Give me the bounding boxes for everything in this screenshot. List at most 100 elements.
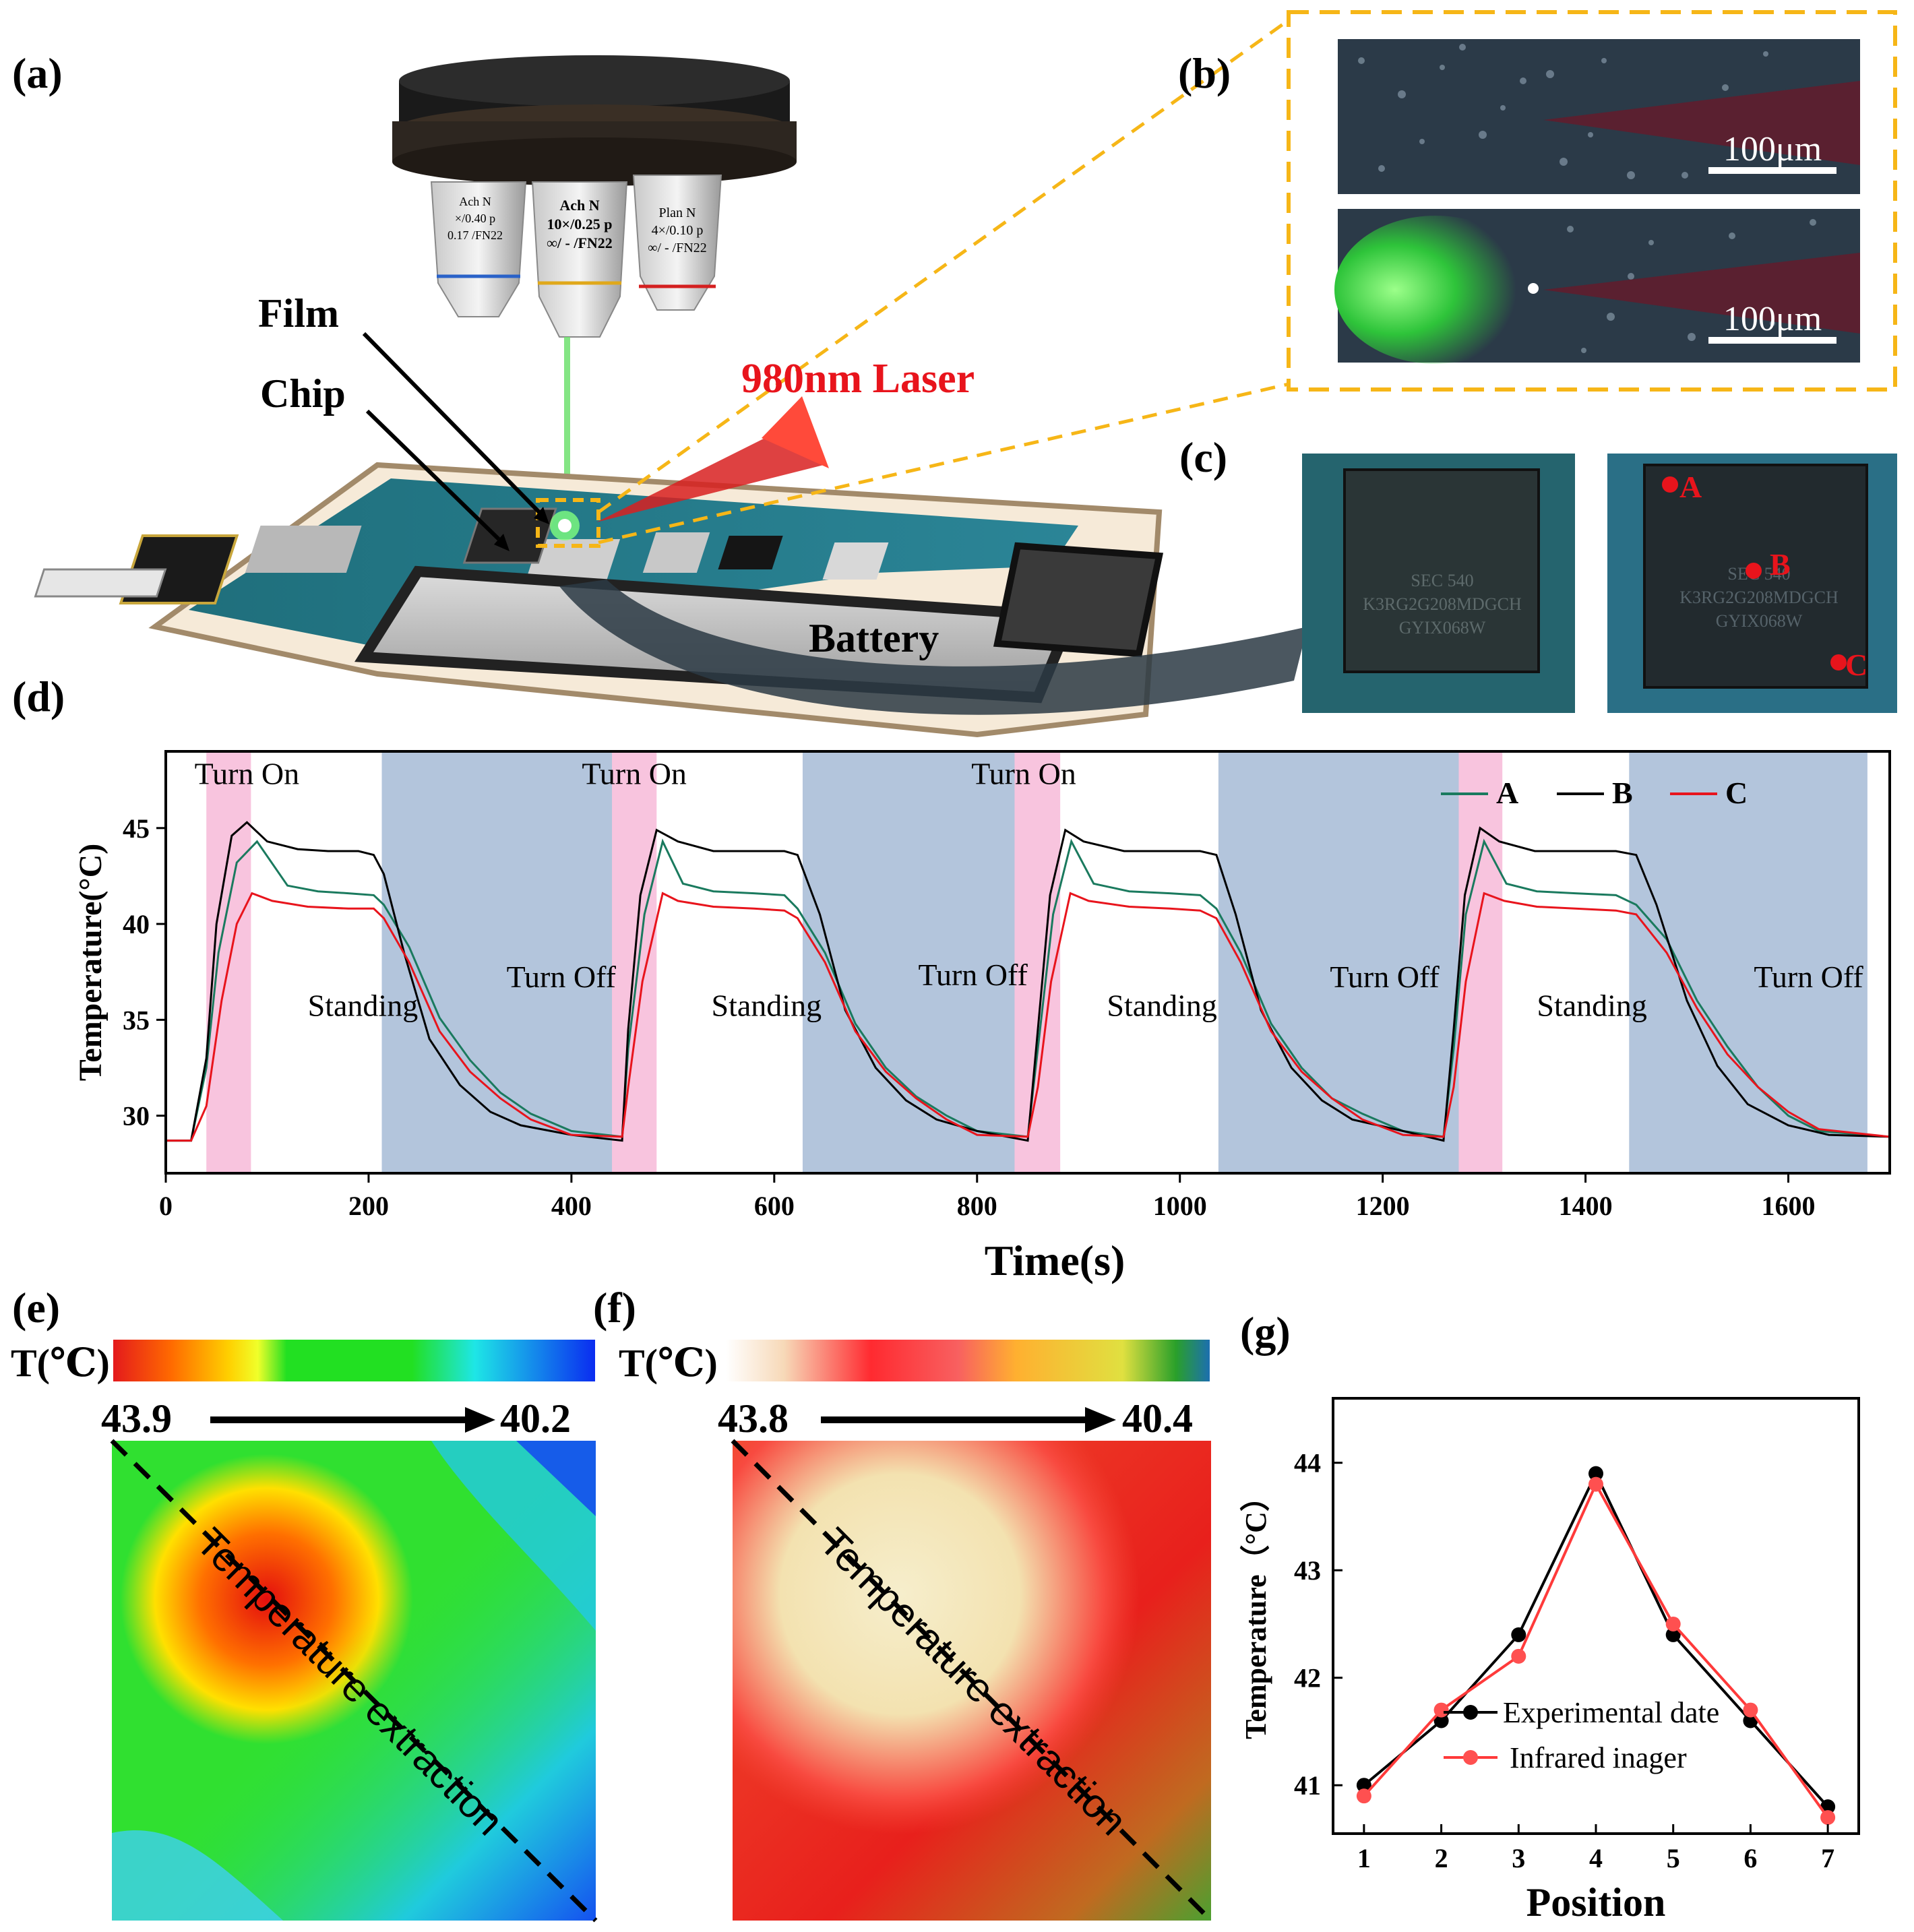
scalebar-bottom-label: 100μm bbox=[1723, 300, 1822, 338]
objective-center-line1: Ach N bbox=[559, 197, 599, 214]
objective-left-line3: 0.17 /FN22 bbox=[447, 228, 503, 242]
g-xtick-label-7: 7 bbox=[1821, 1843, 1834, 1873]
probe-tip-bottom bbox=[1543, 253, 1860, 334]
battery-label: Battery bbox=[809, 616, 939, 660]
point-infrared-4 bbox=[1588, 1476, 1603, 1492]
panel-d-chart: Turn On Turn On Turn On Standing Standing Sta… bbox=[73, 750, 1891, 1284]
chip-pointer bbox=[365, 409, 501, 541]
point-b-marker bbox=[1746, 563, 1762, 579]
g-ytick-label-43: 43 bbox=[1294, 1555, 1321, 1586]
g-ytick-label-41: 41 bbox=[1294, 1770, 1321, 1801]
chip-marking-right-3: GYIX068W bbox=[1716, 611, 1803, 631]
ytick-label-35: 35 bbox=[123, 1005, 150, 1035]
chip-marking-left-3: GYIX068W bbox=[1399, 618, 1486, 637]
annotation-8: Turn Off bbox=[507, 960, 617, 994]
ytick-label-45: 45 bbox=[123, 813, 150, 844]
series-c-line bbox=[166, 892, 1890, 1142]
point-infrared-7 bbox=[1820, 1810, 1836, 1826]
chart-g-ticks: 1 2 3 4 5 6 7 41 42 43 44 bbox=[1294, 1448, 1834, 1873]
chart-d-ylabel: Temperature(°C) bbox=[73, 844, 109, 1081]
scalebar-top-label: 100μm bbox=[1723, 130, 1822, 168]
legend-label-a: A bbox=[1496, 776, 1518, 810]
temperature-series bbox=[166, 821, 1890, 1142]
objective-left bbox=[430, 181, 527, 317]
laser-source-icon bbox=[762, 396, 829, 468]
chart-d-xlabel: Time(s) bbox=[985, 1237, 1125, 1284]
zoom-arrow bbox=[559, 580, 1307, 715]
panel-label-a: (a) bbox=[12, 49, 63, 97]
objective-right-line1: Plan N bbox=[659, 206, 696, 220]
position-series bbox=[1356, 1466, 1836, 1826]
point-experimental-5 bbox=[1665, 1627, 1681, 1642]
legend-marker-infrared bbox=[1463, 1750, 1478, 1765]
green-emission-beam bbox=[564, 337, 570, 519]
xtick-label-1600: 1600 bbox=[1762, 1191, 1816, 1221]
point-experimental-4 bbox=[1588, 1466, 1603, 1481]
probe-tip-top bbox=[1543, 81, 1860, 165]
panel-label-f: (f) bbox=[593, 1284, 636, 1332]
film-pointer bbox=[362, 332, 541, 514]
colorbar-f-label: T(℃) bbox=[619, 1341, 718, 1385]
chart-g-ylabel: Temperature（°C） bbox=[1239, 1482, 1272, 1739]
legend-label-b: B bbox=[1612, 776, 1633, 810]
g-xtick-label-1: 1 bbox=[1357, 1843, 1371, 1873]
annotation-1: Turn On bbox=[195, 756, 300, 790]
chart-g-xlabel: Position bbox=[1526, 1880, 1666, 1925]
colorbar-e-arrow bbox=[465, 1407, 495, 1433]
legend-label-experimental: Experimental date bbox=[1503, 1696, 1719, 1729]
state-bands bbox=[206, 751, 1867, 1173]
point-a-label: A bbox=[1679, 470, 1702, 504]
panel-label-c: (c) bbox=[1179, 433, 1227, 481]
objective-left-line1: Ach N bbox=[459, 195, 491, 208]
objective-center-line2: 10×/0.25 p bbox=[547, 216, 613, 232]
xtick-label-1200: 1200 bbox=[1356, 1191, 1410, 1221]
annotation-6: Standing bbox=[1107, 989, 1217, 1023]
off-band-1 bbox=[381, 751, 623, 1173]
off-band-2 bbox=[802, 751, 1039, 1173]
colorbar-f-arrow bbox=[1085, 1407, 1116, 1433]
objective-right-line3: ∞/ - /FN22 bbox=[648, 241, 707, 255]
g-xtick-label-5: 5 bbox=[1667, 1843, 1680, 1873]
g-ytick-label-42: 42 bbox=[1294, 1663, 1321, 1693]
laser-beam bbox=[596, 421, 824, 522]
annotation-5: Standing bbox=[712, 989, 822, 1023]
point-c-marker bbox=[1830, 654, 1847, 671]
g-xtick-label-3: 3 bbox=[1512, 1843, 1525, 1873]
annotation-2: Turn On bbox=[582, 756, 687, 790]
annotation-11: Turn Off bbox=[1754, 960, 1863, 994]
chart-d-ticks: 0 200 400 600 800 1000 1200 1400 1600 30 35 40 45 bbox=[123, 813, 1816, 1221]
colorbar-e bbox=[113, 1340, 595, 1381]
annotation-9: Turn Off bbox=[918, 958, 1028, 992]
point-infrared-1 bbox=[1356, 1788, 1371, 1804]
chart-g-legend: Experimental date Infrared inager bbox=[1444, 1696, 1719, 1774]
colorbar-e-label: T(℃) bbox=[11, 1341, 110, 1385]
chip-marking-left-2: K3RG2G208MDGCH bbox=[1363, 594, 1522, 614]
g-xtick-label-2: 2 bbox=[1435, 1843, 1448, 1873]
xtick-label-400: 400 bbox=[551, 1191, 592, 1221]
state-annotations: Turn On Turn On Turn On Standing Standing Sta… bbox=[195, 756, 1864, 1022]
colorbar-f bbox=[726, 1340, 1210, 1381]
panel-b: 100μm 100μm bbox=[1287, 10, 1897, 392]
panel-label-e: (e) bbox=[12, 1284, 60, 1332]
annotation-10: Turn Off bbox=[1330, 960, 1440, 994]
panel-g-chart: 1 2 3 4 5 6 7 41 42 43 44 Experimental date Infrar… bbox=[1239, 1397, 1860, 1925]
objective-left-line2: ×/0.40 p bbox=[455, 212, 495, 225]
xtick-label-600: 600 bbox=[754, 1191, 795, 1221]
extraction-line-f bbox=[731, 1439, 1213, 1923]
point-infrared-3 bbox=[1511, 1648, 1526, 1664]
ytick-label-30: 30 bbox=[123, 1101, 150, 1131]
point-infrared-2 bbox=[1433, 1702, 1449, 1718]
panel-e: T(℃) 43.9 40.2 Temperature extraction bbox=[11, 1340, 598, 1923]
colorbar-e-max: 43.9 bbox=[101, 1396, 172, 1441]
point-infrared-5 bbox=[1665, 1616, 1681, 1631]
legend-marker-experimental bbox=[1463, 1705, 1478, 1720]
ytick-label-40: 40 bbox=[123, 909, 150, 939]
point-b-label: B bbox=[1770, 547, 1791, 582]
on-band-4 bbox=[1458, 751, 1503, 1173]
panel-f: T(℃) 43.8 40.4 Temperature extraction bbox=[619, 1340, 1213, 1923]
colorbar-e-min: 40.2 bbox=[500, 1396, 571, 1441]
panel-label-d: (d) bbox=[12, 673, 65, 720]
objective-right-line2: 4×/0.10 p bbox=[652, 223, 704, 238]
annotation-7: Standing bbox=[1537, 989, 1647, 1023]
